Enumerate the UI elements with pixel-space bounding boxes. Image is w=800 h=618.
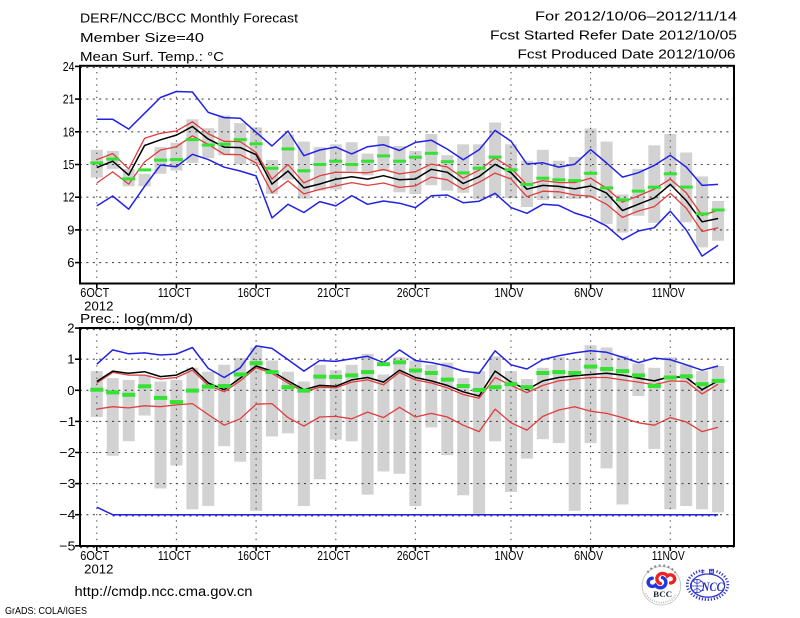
svg-text:11OCT: 11OCT bbox=[158, 548, 191, 563]
svg-text:18: 18 bbox=[63, 124, 75, 139]
svg-text:6OCT: 6OCT bbox=[80, 548, 109, 563]
svg-text:Member Size=40: Member Size=40 bbox=[80, 30, 204, 45]
svg-text:6: 6 bbox=[67, 255, 74, 270]
svg-text:15: 15 bbox=[63, 157, 75, 172]
svg-text:−2: −2 bbox=[59, 445, 75, 460]
svg-text:−4: −4 bbox=[59, 507, 75, 522]
svg-text:6NOV: 6NOV bbox=[574, 285, 603, 300]
svg-text:DERF/NCC/BCC Monthly Forecast: DERF/NCC/BCC Monthly Forecast bbox=[80, 11, 298, 26]
svg-text:−5: −5 bbox=[59, 538, 75, 553]
svg-text:Prec.: log(mm/d): Prec.: log(mm/d) bbox=[80, 311, 193, 326]
svg-text:24: 24 bbox=[63, 59, 75, 74]
svg-text:6OCT: 6OCT bbox=[80, 285, 109, 300]
svg-text:12: 12 bbox=[63, 190, 75, 205]
svg-text:Fcst Produced Date 2012/10/06: Fcst Produced Date 2012/10/06 bbox=[518, 47, 736, 62]
svg-text:21OCT: 21OCT bbox=[317, 285, 350, 300]
svg-text:NCC: NCC bbox=[701, 580, 724, 594]
svg-text:16OCT: 16OCT bbox=[238, 548, 271, 563]
svg-text:BCC: BCC bbox=[653, 589, 672, 599]
svg-text:16OCT: 16OCT bbox=[238, 285, 271, 300]
svg-text:1NOV: 1NOV bbox=[495, 548, 524, 563]
svg-text:11NOV: 11NOV bbox=[652, 548, 685, 563]
svg-text:Mean Surf. Temp.: °C: Mean Surf. Temp.: °C bbox=[80, 49, 225, 64]
svg-text:2: 2 bbox=[67, 321, 74, 336]
svg-text:1NOV: 1NOV bbox=[495, 285, 524, 300]
svg-text:2012: 2012 bbox=[84, 562, 113, 577]
svg-text:26OCT: 26OCT bbox=[397, 285, 430, 300]
svg-text:11NOV: 11NOV bbox=[652, 285, 685, 300]
svg-text:26OCT: 26OCT bbox=[397, 548, 430, 563]
svg-text:Fcst Started Refer Date 2012/1: Fcst Started Refer Date 2012/10/05 bbox=[490, 28, 737, 43]
svg-text:2012: 2012 bbox=[84, 299, 113, 314]
svg-text:For 2012/10/06–2012/11/14: For 2012/10/06–2012/11/14 bbox=[535, 9, 737, 24]
svg-text:21OCT: 21OCT bbox=[317, 548, 350, 563]
svg-text:0: 0 bbox=[67, 383, 74, 398]
svg-text:11OCT: 11OCT bbox=[158, 285, 191, 300]
svg-text:GrADS: COLA/IGES: GrADS: COLA/IGES bbox=[5, 606, 87, 617]
svg-text:−1: −1 bbox=[59, 414, 75, 429]
svg-text:21: 21 bbox=[63, 92, 75, 107]
svg-text:−3: −3 bbox=[59, 476, 75, 491]
svg-text:9: 9 bbox=[67, 222, 74, 237]
svg-text:6NOV: 6NOV bbox=[574, 548, 603, 563]
svg-text:1: 1 bbox=[67, 352, 74, 367]
svg-text:http://cmdp.ncc.cma.gov.cn: http://cmdp.ncc.cma.gov.cn bbox=[75, 584, 253, 599]
